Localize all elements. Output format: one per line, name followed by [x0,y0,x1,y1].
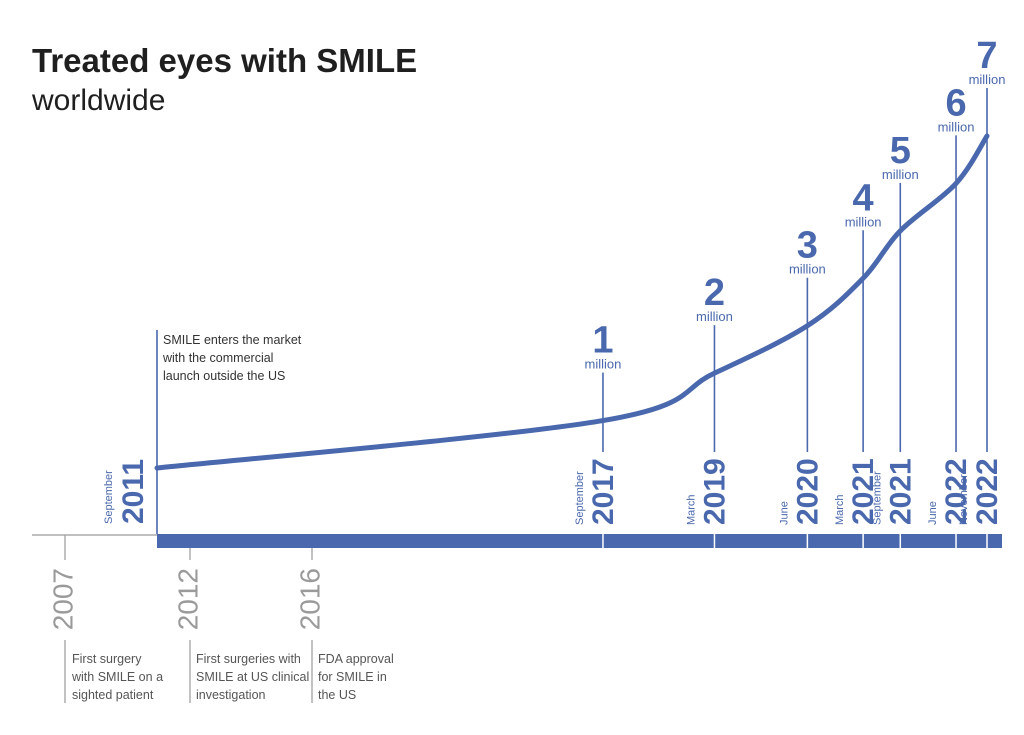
early-event-year: 2012 [172,568,203,630]
milestone-unit: million [585,357,622,372]
launch-year-label: 2011 [117,459,150,524]
early-event-note-line: First surgeries with [196,652,301,666]
milestone-year: 2020 [791,458,824,525]
milestone-month: March [834,494,846,525]
milestone-value: 7 [976,35,997,77]
early-event-note-line: First surgery [72,652,142,666]
milestone-month: March [685,494,697,525]
milestone-month: September [871,471,883,525]
milestone-unit: million [938,119,975,134]
milestone-value: 3 [797,225,818,267]
milestone-value: 1 [592,320,613,362]
milestone-year: 2021 [884,458,917,525]
early-event-year: 2016 [294,568,325,630]
milestone-year: 2019 [698,458,731,525]
chart-title: Treated eyes with SMILE [32,42,418,79]
launch-month-label: September [103,470,115,524]
early-event-note: First surgery with SMILE on a sighted pa… [72,650,163,704]
early-event-note-line: sighted patient [72,688,154,702]
early-event-note-line: the US [318,688,357,702]
early-event-note-line: FDA approval [318,652,394,666]
timeline-band [157,534,1002,548]
launch-note: SMILE enters the market with the commerc… [163,331,301,385]
milestone-month: September [574,471,586,525]
milestone-unit: million [969,72,1006,87]
milestone-value: 4 [853,177,874,219]
milestone-unit: million [696,309,733,324]
launch-note-line: SMILE enters the market [163,333,302,347]
chart-subtitle: worldwide [32,84,166,117]
growth-curve [154,133,990,471]
milestone-value: 6 [945,82,966,124]
milestone-unit: million [845,214,882,229]
milestone-year: 2021 [847,458,880,525]
milestone-value: 5 [890,130,911,172]
milestone-year: 2022 [971,458,1004,525]
milestone-year: 2022 [940,458,973,525]
early-event-note-line: with SMILE on a [72,670,164,684]
launch-note-line: launch outside the US [163,369,286,383]
launch-note-line: with the commercial [163,351,274,365]
milestone-year: 2017 [587,458,620,525]
milestone-unit: million [789,262,826,277]
milestone-unit: million [882,167,919,182]
milestone-month: November [958,474,970,525]
early-event-year: 2007 [47,568,78,630]
early-event-note: First surgeries with SMILE at US clinica… [196,650,309,704]
milestone-month: June [778,501,790,525]
early-event-note-line: SMILE at US clinical [196,670,310,684]
early-event-note-line: investigation [196,688,266,702]
milestone-month: June [927,501,939,525]
milestone-value: 2 [704,272,725,314]
early-event-note-line: for SMILE in [318,670,387,684]
early-event-note: FDA approval for SMILE in the US [318,650,394,704]
